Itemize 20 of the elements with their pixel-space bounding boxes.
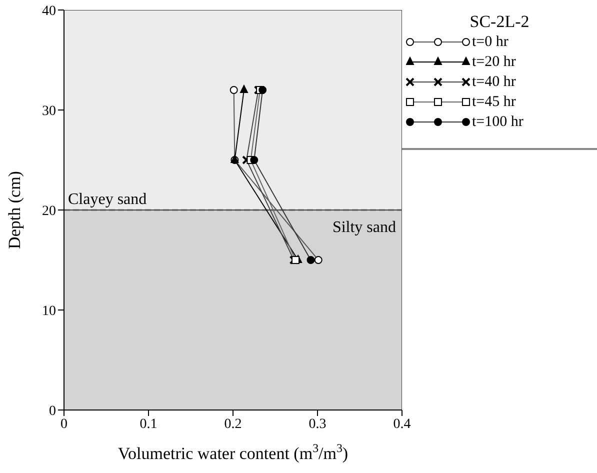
y-tick-label: 40 (42, 4, 56, 19)
y-tick-label: 20 (42, 204, 56, 219)
legend-label: t=0 hr (472, 34, 508, 50)
x-tick-label: 0.2 (224, 416, 242, 432)
x-tick-label: 0.1 (140, 416, 158, 432)
x-tick-label: 0.3 (308, 416, 326, 432)
legend-label: t=100 hr (472, 114, 524, 130)
legend-label: t=40 hr (472, 74, 516, 90)
x-tick-label: 0 (60, 416, 68, 432)
y-axis-title: Depth (cm) (5, 171, 24, 249)
x-tick-label: 0.4 (393, 416, 411, 432)
y-tick-label: 0 (49, 404, 56, 419)
legend-label: t=20 hr (472, 54, 516, 70)
band-label: Clayey sand (68, 191, 147, 208)
legend-label: t=45 hr (472, 94, 516, 110)
y-tick-label: 30 (42, 104, 56, 119)
y-tick-label: 10 (42, 304, 56, 319)
band-label: Silty sand (332, 219, 396, 236)
legend-title: SC-2L-2 (468, 12, 530, 32)
x-axis-title: Volumetric water content (m$^{3}$/m$^{3}$) (118, 441, 348, 463)
